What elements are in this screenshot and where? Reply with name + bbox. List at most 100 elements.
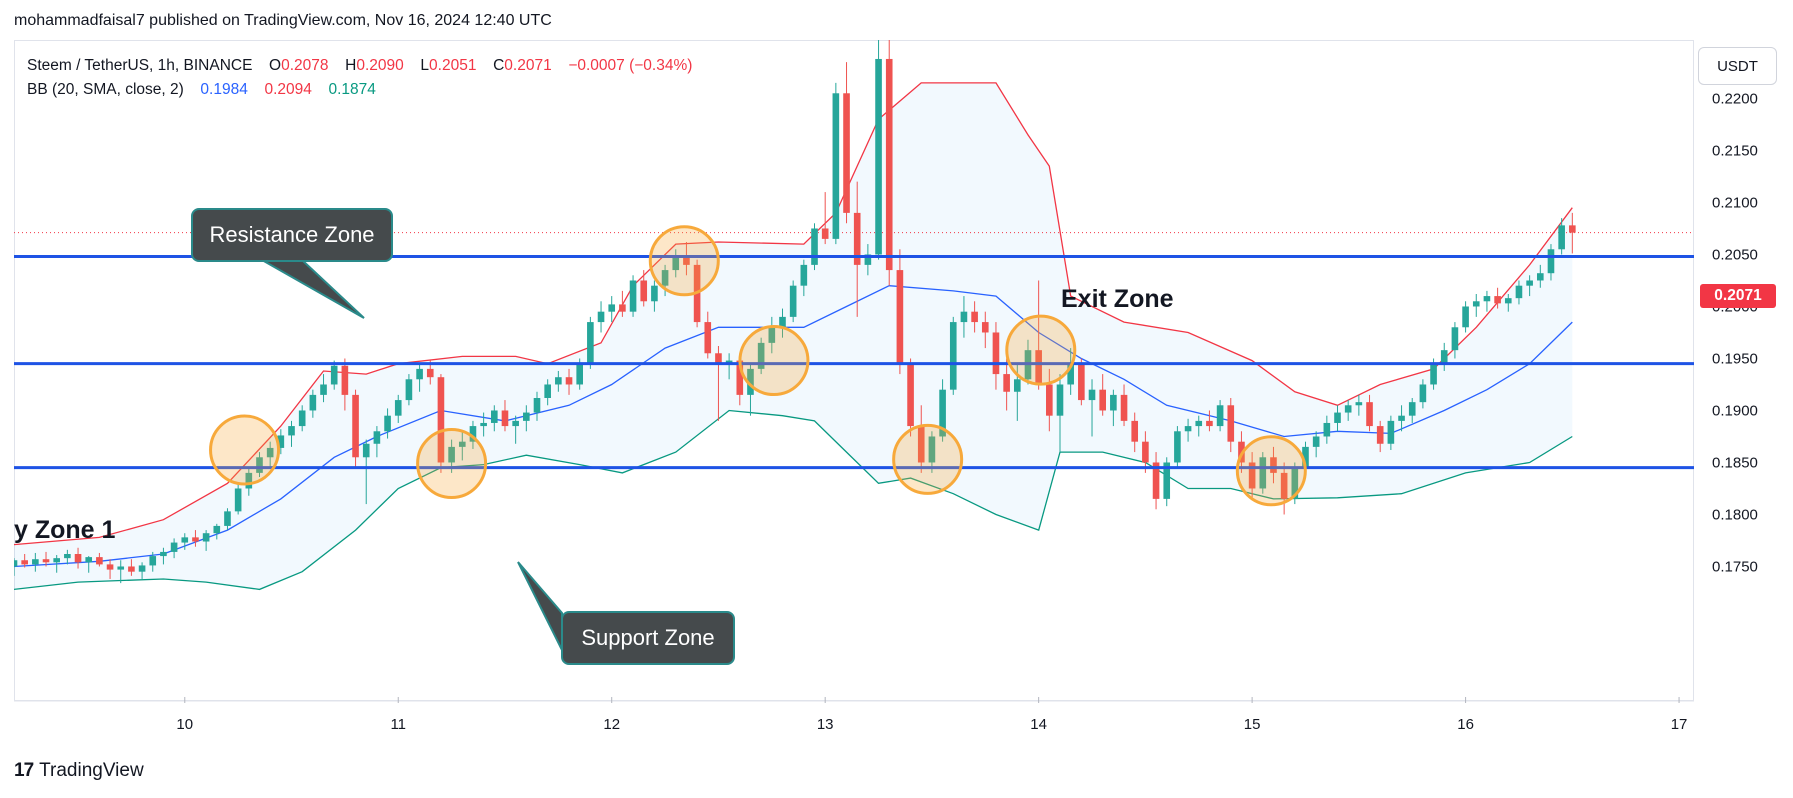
candle [234,483,242,515]
candle [619,290,626,317]
candle-body [704,322,712,354]
touch-circle [648,225,720,297]
ohlc-row: Steem / TetherUS, 1h, BINANCE O0.2078 H0… [27,54,692,78]
candle-body [885,58,893,271]
candle-body [426,368,434,378]
candle [1280,462,1288,515]
candle [149,551,157,572]
candle-body [1569,225,1576,233]
bb-upper-value: 0.2094 [264,81,312,98]
candle [1248,452,1256,499]
candle [490,405,498,432]
candle-body [512,420,519,427]
candle-body [405,379,413,401]
candle [1270,446,1277,484]
candle [1419,379,1427,409]
candle [480,412,487,437]
candle [1099,374,1106,416]
open-label: O [269,57,282,74]
candle [629,275,637,317]
candle-body [939,389,946,437]
candle-body [138,565,146,572]
candle [1387,415,1395,450]
candle [106,559,114,579]
candle-body [1067,363,1074,385]
time-tick-label: 12 [603,716,620,733]
candle [704,311,712,359]
time-tick-label: 16 [1457,716,1474,733]
candle-body [1035,350,1042,385]
candle [1355,394,1363,416]
candle-body [907,363,914,427]
candle-body [672,256,680,271]
candle-body [1376,426,1384,444]
candle-body [202,533,210,542]
candle-body [1131,420,1139,442]
open-value: 0.2078 [281,57,329,74]
candle [1152,452,1160,510]
candle [405,374,413,406]
candle [992,322,1000,390]
candle [1569,212,1576,254]
candle-body [1046,384,1053,416]
candle [170,538,178,559]
candle [117,560,125,584]
bollinger-band-fill [14,82,1573,590]
candle-body [1163,462,1171,499]
candle-body [875,58,882,255]
candle-body [725,360,733,364]
candle-body [1099,389,1106,411]
candle-body [1494,296,1501,304]
candle-body [1526,280,1533,286]
candle-body [587,322,594,364]
candle-body [1056,384,1064,416]
candle-body [1558,225,1565,250]
candle [1334,405,1341,432]
candle [373,426,381,458]
candle-body [1462,306,1469,328]
time-tick-label: 14 [1030,716,1047,733]
candle-body [1259,457,1267,489]
candle [1174,426,1181,468]
candle [832,82,840,245]
candle [1526,275,1533,297]
candle [309,389,317,418]
candle [128,559,135,576]
time-axis: 10 11 12 13 14 15 16 17 [14,697,1694,733]
candle [21,554,28,568]
candle [352,389,359,468]
candle-body [1280,472,1288,499]
price-axis: 0.17500.18000.18500.19000.19500.20000.20… [1712,90,1758,575]
candle [224,508,231,531]
currency-button[interactable]: USDT [1698,47,1777,85]
candle-body [1430,363,1437,385]
candle [1035,280,1042,390]
candle-body [490,410,498,423]
candle [661,264,669,297]
candle-body [949,322,957,390]
last-price-tag: 0.2071 [1700,284,1776,308]
candle [587,316,594,369]
candle-body [715,353,722,364]
candle-body [74,554,82,563]
candle-body [533,398,541,413]
candle [288,420,295,447]
touch-circle [209,414,281,486]
candle-body [1216,405,1224,427]
tradingview-logo[interactable]: 17 TradingView [14,760,144,782]
candle-body [309,394,317,411]
candle [896,249,904,375]
candle-body [234,488,242,512]
candle-body [1270,457,1277,473]
candle-body [224,511,231,526]
candle [1408,398,1416,423]
candle [1344,400,1352,421]
candle-body [14,560,18,567]
candle [1312,431,1320,458]
candle [651,280,658,312]
candle-body [106,564,114,570]
candle-body [1451,327,1459,351]
candle [875,40,882,260]
candle [640,270,648,307]
